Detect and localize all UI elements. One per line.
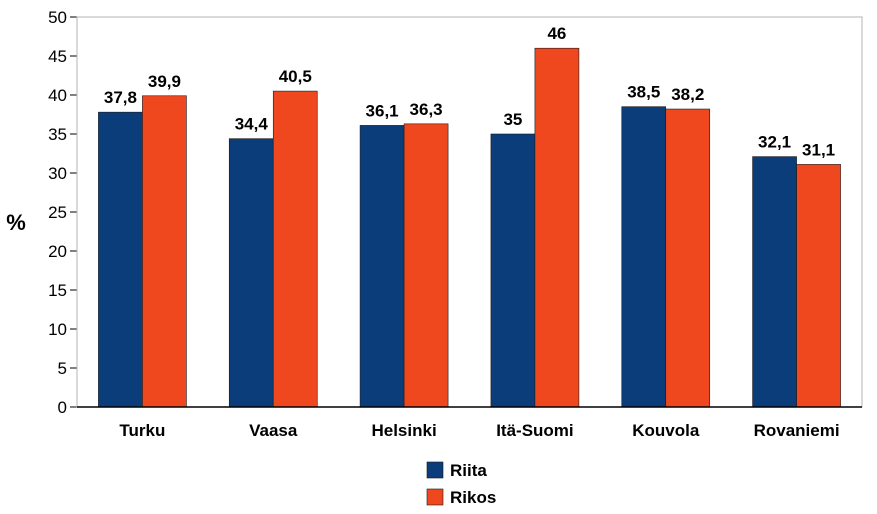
x-category-label: Rovaniemi bbox=[754, 421, 840, 440]
data-label: 36,1 bbox=[366, 101, 399, 120]
y-tick-label: 20 bbox=[48, 242, 67, 261]
bar-rikos-0 bbox=[142, 95, 187, 408]
plot-area-frame bbox=[76, 16, 863, 408]
data-labels: 37,8 39,9 34,4 40,5 36,1 36,3 35 46 38,5 38,2 32,1… bbox=[104, 24, 835, 159]
y-tick-label: 15 bbox=[48, 281, 67, 300]
data-label: 37,8 bbox=[104, 88, 137, 107]
data-label: 36,3 bbox=[410, 100, 443, 119]
bars bbox=[98, 47, 841, 408]
x-category-label: Turku bbox=[119, 421, 165, 440]
legend: Riita Rikos bbox=[426, 461, 496, 507]
legend-label-rikos: Rikos bbox=[450, 488, 496, 507]
bar-rikos-5 bbox=[796, 164, 841, 408]
data-label: 38,5 bbox=[627, 83, 660, 102]
bar-rikos-1 bbox=[272, 90, 318, 408]
y-tick-label: 0 bbox=[58, 398, 67, 417]
data-label: 39,9 bbox=[148, 72, 181, 91]
y-tick-label: 25 bbox=[48, 203, 67, 222]
y-axis-label: % bbox=[6, 210, 26, 235]
y-tick-label: 35 bbox=[48, 125, 67, 144]
x-category-label: Kouvola bbox=[632, 421, 700, 440]
bar-rikos-4 bbox=[665, 108, 711, 408]
bar-riita-2 bbox=[359, 125, 405, 408]
y-tick-label: 40 bbox=[48, 86, 67, 105]
data-label: 34,4 bbox=[235, 115, 269, 134]
data-label: 46 bbox=[547, 24, 566, 43]
y-tick-label: 45 bbox=[48, 47, 67, 66]
data-label: 38,2 bbox=[671, 85, 704, 104]
x-axis-categories: Turku Vaasa Helsinki Itä-Suomi Kouvola Rovani… bbox=[119, 421, 839, 440]
y-tick-label: 50 bbox=[48, 8, 67, 27]
y-tick-label: 5 bbox=[58, 359, 67, 378]
bar-riita-5 bbox=[752, 156, 797, 408]
bar-rikos-3 bbox=[534, 47, 580, 408]
data-label: 40,5 bbox=[279, 67, 312, 86]
x-category-label: Helsinki bbox=[371, 421, 436, 440]
legend-label-riita: Riita bbox=[450, 461, 487, 480]
data-label: 32,1 bbox=[758, 133, 791, 152]
bar-rikos-2 bbox=[403, 123, 449, 408]
data-label: 35 bbox=[503, 110, 522, 129]
legend-swatch-riita bbox=[426, 461, 444, 479]
x-category-label: Vaasa bbox=[249, 421, 298, 440]
y-tick-label: 30 bbox=[48, 164, 67, 183]
legend-swatch-rikos bbox=[426, 488, 444, 506]
bar-riita-1 bbox=[228, 138, 274, 408]
bar-riita-0 bbox=[98, 111, 143, 408]
bar-riita-3 bbox=[490, 133, 536, 408]
y-tick-label: 10 bbox=[48, 320, 67, 339]
data-label: 31,1 bbox=[802, 140, 835, 159]
y-axis: 0 5 10 15 20 25 30 35 40 45 50 bbox=[48, 8, 77, 417]
bar-riita-4 bbox=[621, 106, 667, 408]
x-category-label: Itä-Suomi bbox=[496, 421, 573, 440]
